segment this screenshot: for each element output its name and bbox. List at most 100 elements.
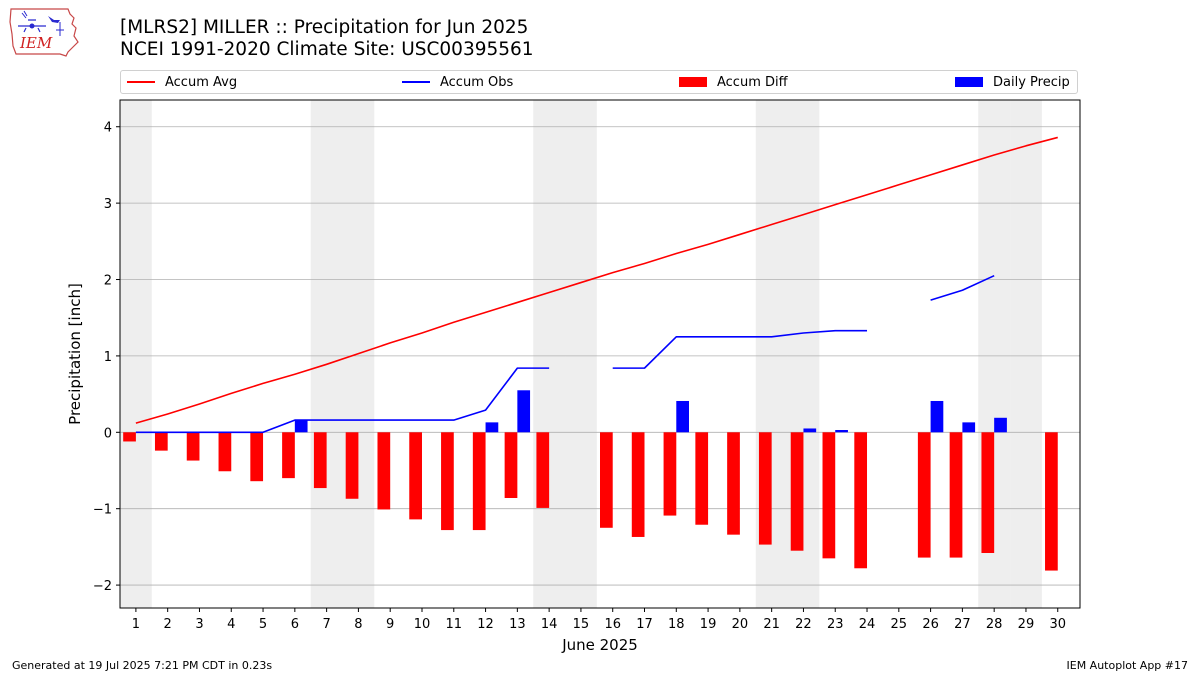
accum-diff-bar (695, 432, 709, 525)
x-tick-label: 15 (573, 617, 590, 632)
y-tick-label: 3 (104, 197, 112, 212)
weekend-shade (1010, 100, 1042, 608)
accum-diff-bar (377, 432, 391, 510)
accum-diff-bar (472, 432, 486, 531)
y-tick-label: 4 (104, 121, 112, 136)
x-tick-label: 8 (354, 617, 362, 632)
accum-diff-bar (790, 432, 804, 551)
x-tick-label: 27 (954, 617, 971, 632)
accum-diff-bar (154, 432, 168, 451)
weekend-shade (533, 100, 566, 608)
accum-diff-bar (313, 432, 327, 489)
legend: Accum Avg Accum Obs Accum Diff Daily Pre… (120, 70, 1078, 94)
legend-swatch-accum-avg (127, 80, 155, 83)
accum-diff-bar (409, 432, 422, 520)
x-tick-label: 13 (509, 617, 526, 632)
accum-avg-line (135, 136, 1058, 424)
accum-diff-bar (504, 432, 518, 498)
accum-diff-bar (345, 432, 359, 499)
x-tick-label: 23 (827, 617, 844, 632)
y-tick-label: 0 (104, 426, 112, 441)
daily-precip-bar (294, 420, 308, 433)
daily-precip-bar (962, 422, 976, 433)
y-tick-label: 2 (104, 274, 112, 289)
app-footer: IEM Autoplot App #17 (1066, 659, 1189, 672)
x-tick-label: 17 (636, 617, 653, 632)
x-tick-label: 26 (922, 617, 939, 632)
iem-logo: IEM (9, 8, 79, 57)
legend-swatch-accum-obs (402, 80, 430, 83)
accum-diff-bar (631, 432, 645, 537)
y-tick-label: −2 (93, 579, 112, 594)
x-tick-label: 3 (195, 617, 203, 632)
y-tick-label: 1 (104, 350, 112, 365)
accum-diff-bar (218, 432, 232, 472)
x-tick-label: 18 (668, 617, 685, 632)
x-tick-label: 6 (291, 617, 299, 632)
legend-swatch-daily-precip (955, 76, 983, 87)
legend-label-accum-obs: Accum Obs (440, 75, 514, 90)
x-tick-label: 22 (795, 617, 812, 632)
daily-precip-bar (994, 417, 1007, 433)
x-tick-label: 25 (891, 617, 908, 632)
daily-precip-bar (835, 430, 848, 433)
x-tick-label: 24 (859, 617, 876, 632)
accum-obs-line (612, 329, 868, 369)
legend-item-accum-avg: Accum Avg (127, 74, 237, 92)
x-tick-label: 20 (732, 617, 749, 632)
accum-diff-bar (981, 432, 995, 553)
generated-footer: Generated at 19 Jul 2025 7:21 PM CDT in … (12, 659, 273, 672)
daily-precip-bar (676, 400, 690, 433)
daily-precip-bar (485, 422, 499, 433)
accum-diff-bar (758, 432, 772, 545)
weekend-shade (310, 100, 343, 608)
accum-diff-bar (536, 432, 550, 508)
accum-diff-bar (123, 432, 136, 442)
chart-title: [MLRS2] MILLER :: Precipitation for Jun … (120, 17, 529, 38)
accum-diff-bar (949, 432, 963, 558)
accum-diff-bar (441, 432, 454, 531)
x-tick-label: 19 (700, 617, 717, 632)
legend-label-accum-diff: Accum Diff (717, 75, 788, 90)
legend-item-daily-precip: Daily Precip (955, 74, 1070, 92)
accum-obs-line (135, 367, 550, 434)
accum-diff-bar (186, 432, 200, 461)
legend-label-daily-precip: Daily Precip (993, 75, 1070, 90)
x-tick-label: 4 (227, 617, 235, 632)
x-axis-label: June 2025 (561, 636, 638, 654)
x-tick-label: 10 (414, 617, 431, 632)
accum-diff-bar (663, 432, 677, 516)
chart-subtitle: NCEI 1991-2020 Climate Site: USC00395561 (120, 39, 534, 60)
legend-item-accum-diff: Accum Diff (679, 74, 788, 92)
daily-precip-bar (803, 428, 817, 433)
y-tick-label: −1 (93, 503, 112, 518)
logo-text: IEM (19, 34, 53, 52)
x-tick-label: 16 (604, 617, 621, 632)
legend-swatch-accum-diff (679, 76, 707, 87)
accum-diff-bar (282, 432, 295, 479)
accum-diff-bar (1045, 432, 1058, 571)
accum-obs-line (930, 274, 995, 301)
accum-diff-bar (600, 432, 613, 528)
x-tick-label: 2 (164, 617, 172, 632)
x-tick-label: 21 (763, 617, 780, 632)
accum-diff-bar (822, 432, 836, 559)
x-tick-label: 28 (986, 617, 1003, 632)
accum-diff-bar (917, 432, 931, 558)
plot-frame (119, 99, 1081, 609)
y-axis-label: Precipitation [inch] (66, 283, 84, 425)
x-tick-label: 1 (132, 617, 140, 632)
x-tick-label: 30 (1049, 617, 1066, 632)
legend-label-accum-avg: Accum Avg (165, 75, 238, 90)
accum-diff-bar (250, 432, 264, 482)
x-tick-label: 11 (446, 617, 463, 632)
legend-item-accum-obs: Accum Obs (402, 74, 513, 92)
x-tick-label: 9 (386, 617, 394, 632)
x-tick-label: 12 (477, 617, 494, 632)
x-tick-label: 14 (541, 617, 558, 632)
daily-precip-bar (930, 400, 944, 433)
accum-diff-bar (854, 432, 868, 569)
weekend-shade (565, 100, 597, 608)
x-tick-label: 7 (322, 617, 330, 632)
